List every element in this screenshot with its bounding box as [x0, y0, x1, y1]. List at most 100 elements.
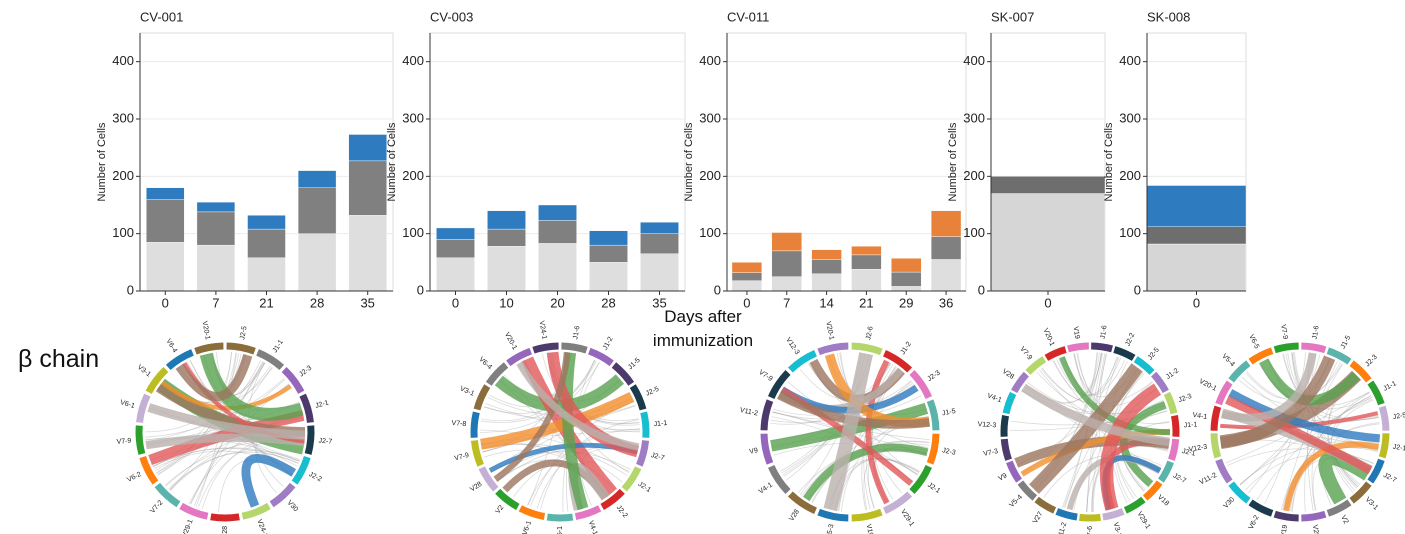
ring-segment [473, 384, 491, 411]
bar-segment [538, 220, 577, 244]
chord-ribbon [803, 443, 929, 502]
bar-segment [990, 193, 1106, 292]
chord-ribbon [170, 450, 301, 491]
segment-label: V5-1 [557, 526, 564, 534]
segment-label: V11-2 [739, 407, 758, 417]
plot-background [726, 32, 967, 292]
bar-segment [297, 170, 337, 189]
segment-label: V7-9 [116, 438, 131, 446]
segment-label: J2-7 [1172, 472, 1187, 485]
segment-label: J1-1 [653, 420, 667, 428]
bar-segment [1146, 243, 1247, 292]
bar-segment [930, 236, 962, 260]
bar-segment [589, 244, 628, 263]
segment-label: V30 [1222, 496, 1236, 510]
y-tick-label: 100 [963, 225, 985, 240]
segment-label: J1-1 [272, 339, 285, 354]
bar-segment [348, 134, 387, 162]
ring-segment [926, 433, 940, 465]
ring-segment [546, 513, 574, 522]
chord-ribbon [1225, 396, 1373, 474]
ring-segment [1349, 360, 1372, 383]
chord-ribbon [1052, 356, 1119, 396]
ring-segment [291, 455, 311, 485]
x-tick-label: 35 [360, 295, 374, 310]
ring-segment [561, 342, 588, 354]
segment-label: V7-9 [1279, 324, 1288, 340]
segment-label: J1-6 [572, 325, 581, 340]
segment-label: V6-2 [1248, 514, 1261, 530]
bar-segment [348, 160, 387, 216]
bar-segment [851, 246, 882, 256]
ring-segment [226, 342, 256, 355]
x-tick-label: 20 [550, 295, 564, 310]
chord-ribbon [1219, 355, 1336, 449]
bar-segment [297, 187, 337, 234]
ring-segment [629, 384, 647, 411]
chord-ribbon [480, 391, 635, 450]
segment-label: J1-5 [627, 357, 642, 371]
bar-segment [589, 230, 628, 246]
ring-segment [787, 350, 818, 373]
chord-ribbon [561, 351, 589, 511]
chord-ribbon [152, 448, 299, 467]
chord-ribbon [823, 352, 873, 512]
x-tick-label: 0 [1044, 295, 1051, 310]
chord-ribbon [1056, 357, 1122, 396]
bar-segment [1146, 185, 1247, 227]
segment-label: V2 [495, 504, 506, 515]
ring-segment [139, 455, 159, 485]
segment-label: V19 [1280, 524, 1289, 534]
x-tick-label: 35 [652, 295, 666, 310]
segment-label: V29-1 [1136, 511, 1152, 531]
bar-segment [1146, 226, 1247, 245]
bar-segment [891, 271, 922, 287]
segment-label: V20-1 [1042, 327, 1056, 347]
ring-segment [1123, 496, 1146, 514]
y-tick-label: 0 [714, 282, 721, 297]
segment-label: V12-3 [1188, 444, 1208, 454]
segment-label: V6-1 [522, 520, 533, 534]
chord-ribbon [1306, 353, 1317, 511]
ring-segment [1301, 342, 1327, 354]
ring-segment [1044, 346, 1067, 361]
chord-ribbon [493, 352, 571, 482]
x-tick-label: 7 [212, 295, 219, 310]
segment-label: V9 [997, 472, 1008, 482]
ring-segment [1228, 481, 1251, 504]
ring-segment [1011, 371, 1029, 394]
segment-label: J1-2 [900, 341, 913, 356]
ring-segment [478, 466, 499, 492]
bar-segment [487, 210, 526, 230]
ring-segment [1157, 460, 1174, 483]
segment-label: J2-2 [307, 471, 322, 483]
chord-ribbon [195, 352, 237, 507]
y-tick-label: 200 [1119, 168, 1141, 183]
bar-segment [851, 269, 882, 292]
ring-segment [1367, 458, 1385, 484]
ring-segment [636, 440, 650, 467]
chord-ribbon [199, 352, 304, 421]
bar-segment [538, 243, 577, 292]
y-tick-label: 400 [1119, 53, 1141, 68]
ring-segment [1326, 347, 1352, 365]
segment-label: V7-8 [451, 420, 466, 428]
x-tick-label: 0 [743, 295, 750, 310]
bar-segment [731, 280, 763, 292]
segment-label: J1-5 [942, 408, 957, 418]
ring-segment [768, 464, 791, 495]
ring-segment [518, 505, 546, 521]
ring-segment [506, 347, 533, 367]
chord-ribbon [837, 458, 920, 512]
bar-segment [196, 211, 236, 246]
y-tick-label: 400 [963, 53, 985, 68]
segment-label: V12-3 [784, 337, 800, 357]
chord-ribbon [516, 361, 640, 451]
ring-segment [1067, 342, 1089, 353]
panel-title: CV-003 [430, 9, 473, 24]
chord-ribbon [241, 454, 297, 508]
segment-label: J2-5 [645, 386, 660, 398]
ring-segment [1133, 356, 1155, 375]
segment-label: V29-1 [899, 508, 915, 528]
